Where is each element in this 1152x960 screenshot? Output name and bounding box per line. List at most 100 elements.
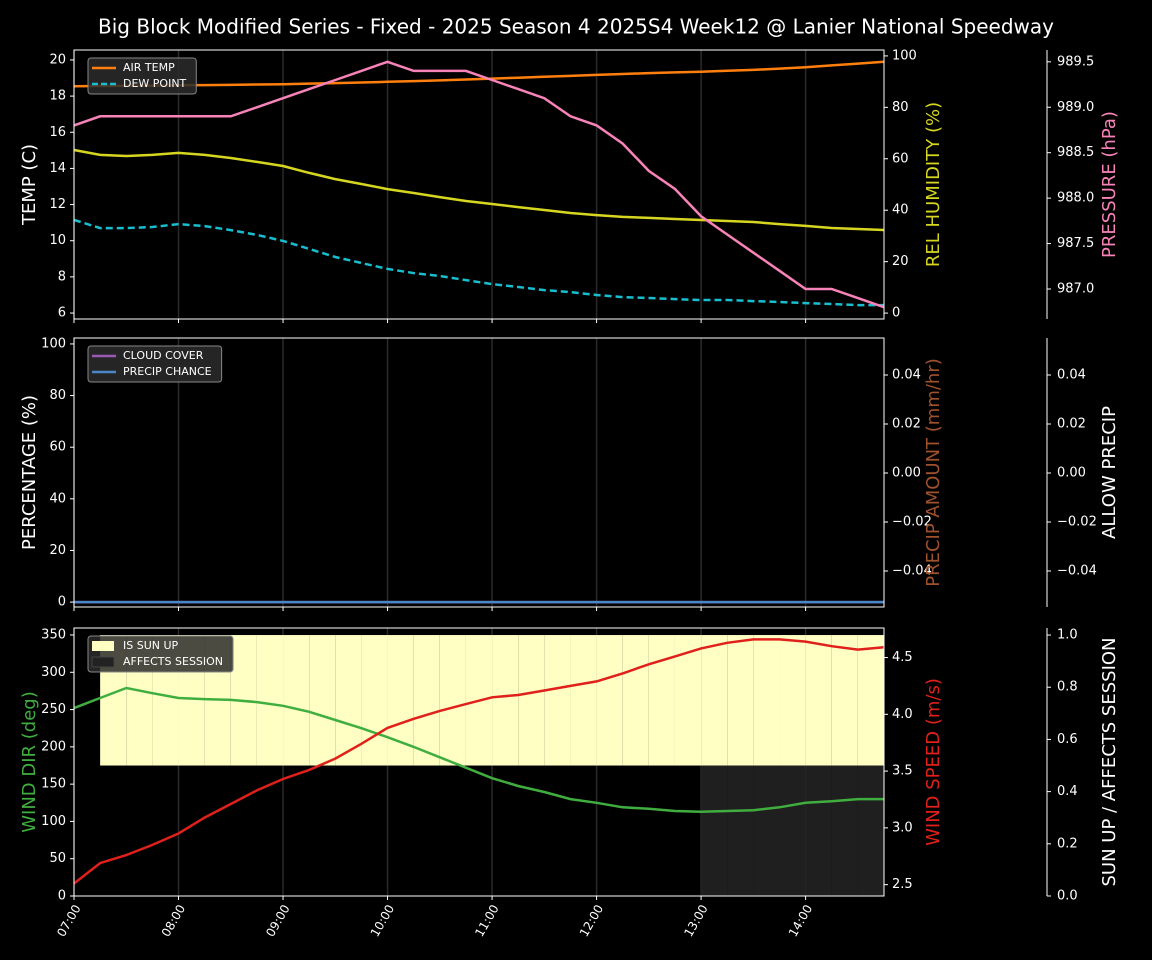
y-tick-label: 100 [41,336,66,351]
y-tick-label: 350 [41,628,66,643]
band [518,635,545,766]
y-tick-label: 100 [41,814,66,829]
chart-title: Big Block Modified Series - Fixed - 2025… [98,15,1054,39]
band [701,765,728,896]
legend-label: CLOUD COVER [123,349,204,362]
legend-swatch [92,641,114,651]
legend-label: PRECIP CHANCE [123,365,212,378]
y-tick-label: 6 [58,306,66,321]
y-tick-label: 80 [49,388,66,403]
y3-tick-label: 0.6 [1057,732,1078,747]
y2-tick-label: 0 [892,306,900,321]
y-tick-label: 14 [49,161,66,176]
y3-axis-label: PRESSURE (hPa) [1099,111,1120,258]
band [387,635,414,766]
y3-tick-label: 1.0 [1057,628,1078,643]
y3-tick-label: 0.8 [1057,680,1078,695]
y2-tick-label: 3.0 [892,820,913,835]
band [727,635,754,766]
line [73,60,885,309]
y-tick-label: 50 [49,851,66,866]
band [753,765,780,896]
y3-tick-label: −0.02 [1057,514,1097,529]
y-tick-label: 200 [41,739,66,754]
band [805,635,832,766]
y-tick-label: 18 [49,89,66,104]
band [492,635,519,766]
band [544,635,571,766]
plot-frame [73,49,885,320]
y-tick-label: 16 [49,125,66,140]
y3-tick-label: 989.5 [1057,54,1094,69]
line [73,218,884,307]
y2-axis-label: PRECIP AMOUNT (mm/hr) [923,358,944,587]
legend-label: AIR TEMP [123,61,175,74]
y-tick-label: 12 [49,197,66,212]
y3-tick-label: 0.2 [1057,836,1078,851]
y2-axis-label: WIND SPEED (m/s) [923,678,944,846]
y-axis-label: TEMP (C) [19,144,40,226]
band [779,765,806,896]
line [73,148,885,232]
y-axis-label: PERCENTAGE (%) [19,395,40,550]
band [256,635,284,766]
y2-tick-label: 80 [892,100,909,115]
band [570,635,597,766]
y2-tick-label: 4.0 [892,707,913,722]
y3-tick-label: 988.5 [1057,145,1094,160]
y2-tick-label: 20 [892,254,909,269]
plot-area [74,338,884,607]
band [831,635,858,766]
y2-tick-label: 60 [892,151,909,166]
legend-swatch [91,656,115,668]
y-tick-label: 10 [49,233,66,248]
y2-tick-label: 4.5 [892,650,913,665]
legend: IS SUN UP AFFECTS SESSION [87,635,234,673]
y3-tick-label: 989.0 [1057,100,1094,115]
y-tick-label: 0 [58,595,66,610]
band [361,635,388,766]
band [831,765,858,896]
y2-tick-label: −0.04 [892,563,932,578]
y-tick-label: 20 [49,543,66,558]
y-tick-label: 40 [49,491,66,506]
y3-tick-label: 987.0 [1057,282,1094,297]
band [753,635,780,766]
band [335,635,362,766]
band [283,635,310,766]
legend: AIR TEMP DEW POINT [87,57,197,95]
band [674,635,702,766]
y-tick-label: 150 [41,777,66,792]
y-tick-label: 0 [58,889,66,904]
y3-tick-label: 0.00 [1057,465,1086,480]
line [73,638,885,885]
y2-tick-label: 40 [892,203,909,218]
band [648,635,675,766]
line [73,686,884,813]
band [857,765,884,896]
band [805,765,832,896]
y3-axis-label: SUN UP / AFFECTS SESSION [1099,637,1120,886]
band [596,635,623,766]
plot-frame [73,627,885,897]
band [727,765,754,896]
band [309,635,336,766]
y3-tick-label: 988.0 [1057,191,1094,206]
y-tick-label: 250 [41,702,66,717]
legend-label: IS SUN UP [123,639,179,652]
band [622,635,649,766]
y2-tick-label: 3.5 [892,764,913,779]
legend-label: DEW POINT [123,77,187,90]
y2-axis-label: REL HUMIDITY (%) [923,102,944,267]
y-tick-label: 300 [41,665,66,680]
band [439,635,466,766]
band [701,635,728,766]
y3-tick-label: 0.04 [1057,367,1086,382]
y3-tick-label: 0.02 [1057,416,1086,431]
y2-tick-label: 0.00 [892,465,921,480]
y-axis-label: WIND DIR (deg) [19,691,40,833]
y3-tick-label: −0.04 [1057,563,1097,578]
y3-tick-label: 0.0 [1057,889,1078,904]
